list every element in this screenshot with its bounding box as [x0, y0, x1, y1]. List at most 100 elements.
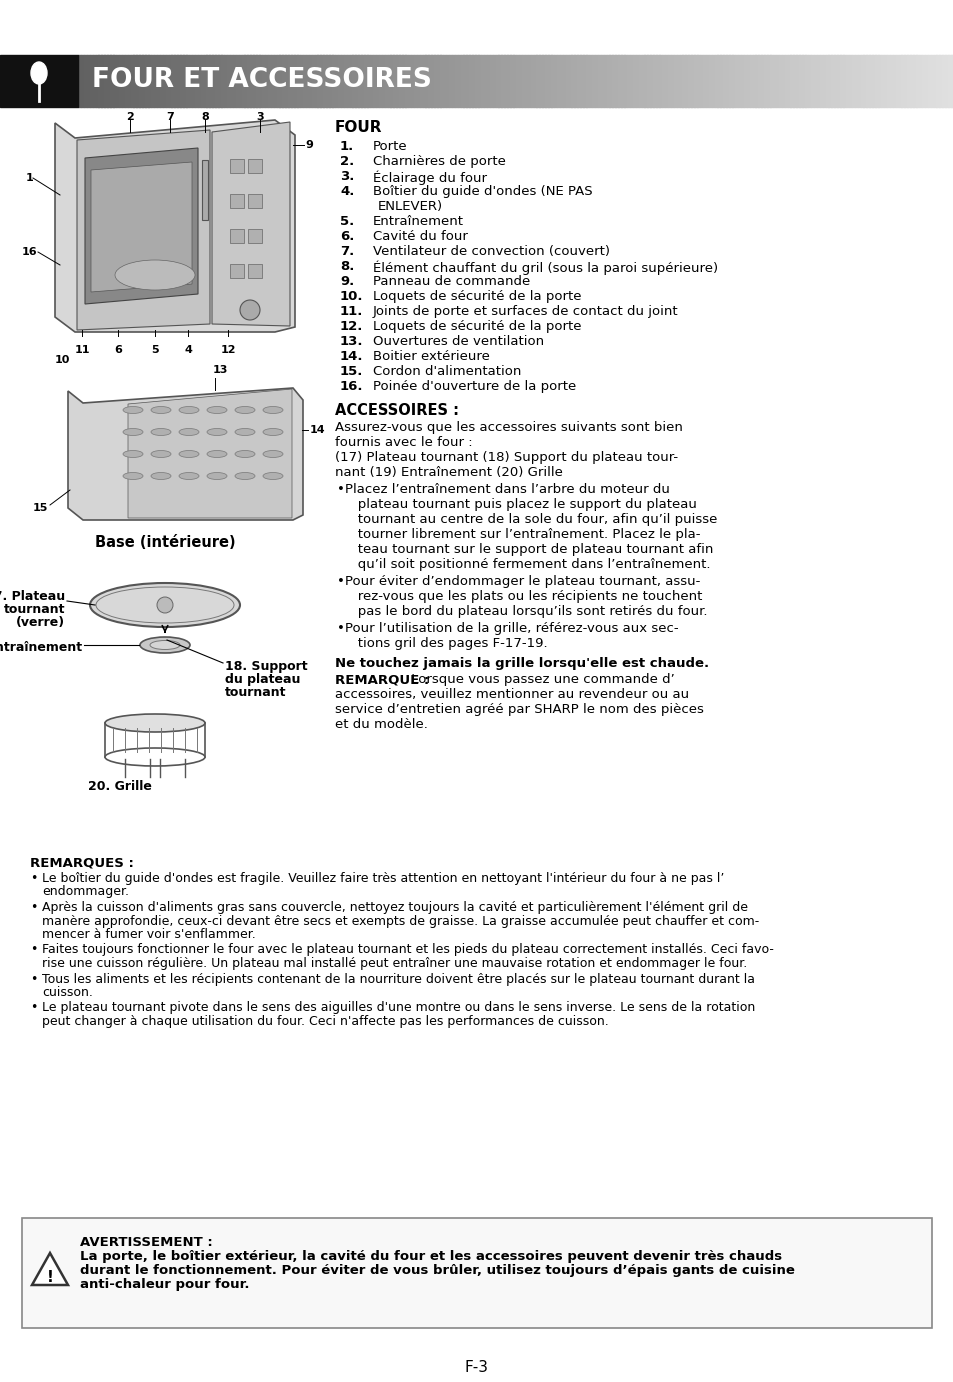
Text: Panneau de commande: Panneau de commande — [373, 275, 530, 287]
Bar — [524, 55, 528, 106]
Bar — [262, 55, 265, 106]
Bar — [787, 55, 790, 106]
Bar — [227, 55, 230, 106]
Bar — [728, 55, 732, 106]
Ellipse shape — [179, 473, 199, 480]
Bar — [475, 55, 478, 106]
Bar — [883, 55, 886, 106]
Bar — [667, 55, 671, 106]
Bar — [554, 55, 557, 106]
Bar — [536, 55, 539, 106]
Bar — [942, 55, 944, 106]
Ellipse shape — [105, 714, 205, 732]
Text: REMARQUES :: REMARQUES : — [30, 855, 133, 869]
Bar — [206, 55, 210, 106]
Bar — [793, 55, 796, 106]
Bar — [174, 55, 177, 106]
Text: 18. Support: 18. Support — [225, 661, 307, 673]
Text: 8: 8 — [201, 112, 209, 122]
Text: Ventilateur de convection (couvert): Ventilateur de convection (couvert) — [373, 245, 609, 258]
Text: 8.: 8. — [339, 260, 354, 274]
Bar — [0, 55, 78, 106]
Text: 6: 6 — [114, 346, 122, 355]
Bar — [434, 55, 437, 106]
Bar — [22, 1218, 931, 1328]
Bar — [480, 55, 484, 106]
Bar — [598, 55, 600, 106]
Text: rise une cuisson régulière. Un plateau mal installé peut entraîner une mauvaise : rise une cuisson régulière. Un plateau m… — [42, 956, 746, 970]
Bar — [936, 55, 939, 106]
Bar — [335, 55, 338, 106]
Bar — [203, 55, 207, 106]
Bar — [626, 55, 630, 106]
Bar — [159, 55, 163, 106]
Bar — [387, 55, 391, 106]
Bar — [78, 55, 81, 106]
Text: FOUR ET ACCESSOIRES: FOUR ET ACCESSOIRES — [91, 66, 432, 93]
Text: tournant: tournant — [4, 603, 65, 616]
Bar — [752, 55, 755, 106]
Text: Le boîtier du guide d'ondes est fragile. Veuillez faire très attention en nettoy: Le boîtier du guide d'ondes est fragile.… — [42, 872, 723, 884]
Text: •: • — [30, 872, 37, 884]
Bar — [90, 55, 93, 106]
Bar — [107, 55, 111, 106]
Text: Base (intérieure): Base (intérieure) — [94, 535, 235, 550]
Text: 9: 9 — [305, 140, 313, 151]
Text: 16.: 16. — [339, 380, 363, 392]
Text: Boitier extérieure: Boitier extérieure — [373, 350, 489, 363]
Bar — [209, 55, 213, 106]
Bar — [862, 55, 866, 106]
Bar — [606, 55, 609, 106]
Bar — [714, 55, 718, 106]
Bar — [422, 55, 426, 106]
Bar — [892, 55, 895, 106]
Text: durant le fonctionnement. Pour éviter de vous brûler, utilisez toujours d’épais : durant le fonctionnement. Pour éviter de… — [80, 1265, 794, 1277]
Bar — [166, 55, 169, 106]
Text: tourner librement sur l’entraînement. Placez le pla-: tourner librement sur l’entraînement. Pl… — [345, 528, 700, 540]
Bar — [373, 55, 375, 106]
Bar — [559, 55, 562, 106]
Bar — [337, 55, 341, 106]
Bar — [381, 55, 385, 106]
Bar — [939, 55, 942, 106]
Bar — [317, 55, 320, 106]
Bar — [116, 55, 119, 106]
Bar — [112, 55, 116, 106]
Bar — [148, 55, 152, 106]
Bar — [895, 55, 898, 106]
Bar — [915, 55, 919, 106]
Bar — [314, 55, 317, 106]
Text: 11.: 11. — [339, 305, 363, 318]
Bar — [472, 55, 476, 106]
Bar — [533, 55, 537, 106]
Bar — [136, 55, 140, 106]
Text: teau tournant sur le support de plateau tournant afin: teau tournant sur le support de plateau … — [345, 543, 713, 556]
Bar — [218, 55, 221, 106]
Bar — [200, 55, 204, 106]
Ellipse shape — [234, 451, 254, 457]
Text: 12: 12 — [220, 346, 235, 355]
Bar — [755, 55, 758, 106]
Text: Charnières de porte: Charnières de porte — [373, 155, 505, 169]
Text: •: • — [30, 944, 37, 956]
Text: (verre): (verre) — [16, 616, 65, 629]
Bar — [801, 55, 804, 106]
Bar — [705, 55, 708, 106]
Bar — [769, 55, 773, 106]
Bar — [202, 160, 208, 220]
Text: •: • — [30, 1002, 37, 1014]
Text: tournant: tournant — [225, 685, 286, 699]
Bar — [684, 55, 688, 106]
Bar — [615, 55, 618, 106]
Text: fournis avec le four :: fournis avec le four : — [335, 435, 472, 449]
Text: Élément chauffant du gril (sous la paroi supérieure): Élément chauffant du gril (sous la paroi… — [373, 260, 718, 275]
Bar — [463, 55, 466, 106]
Polygon shape — [55, 120, 294, 332]
Bar — [253, 55, 256, 106]
Polygon shape — [212, 122, 290, 326]
Ellipse shape — [150, 640, 180, 650]
Bar — [562, 55, 565, 106]
Text: 10: 10 — [54, 355, 70, 365]
Bar — [854, 55, 858, 106]
Bar — [367, 55, 370, 106]
